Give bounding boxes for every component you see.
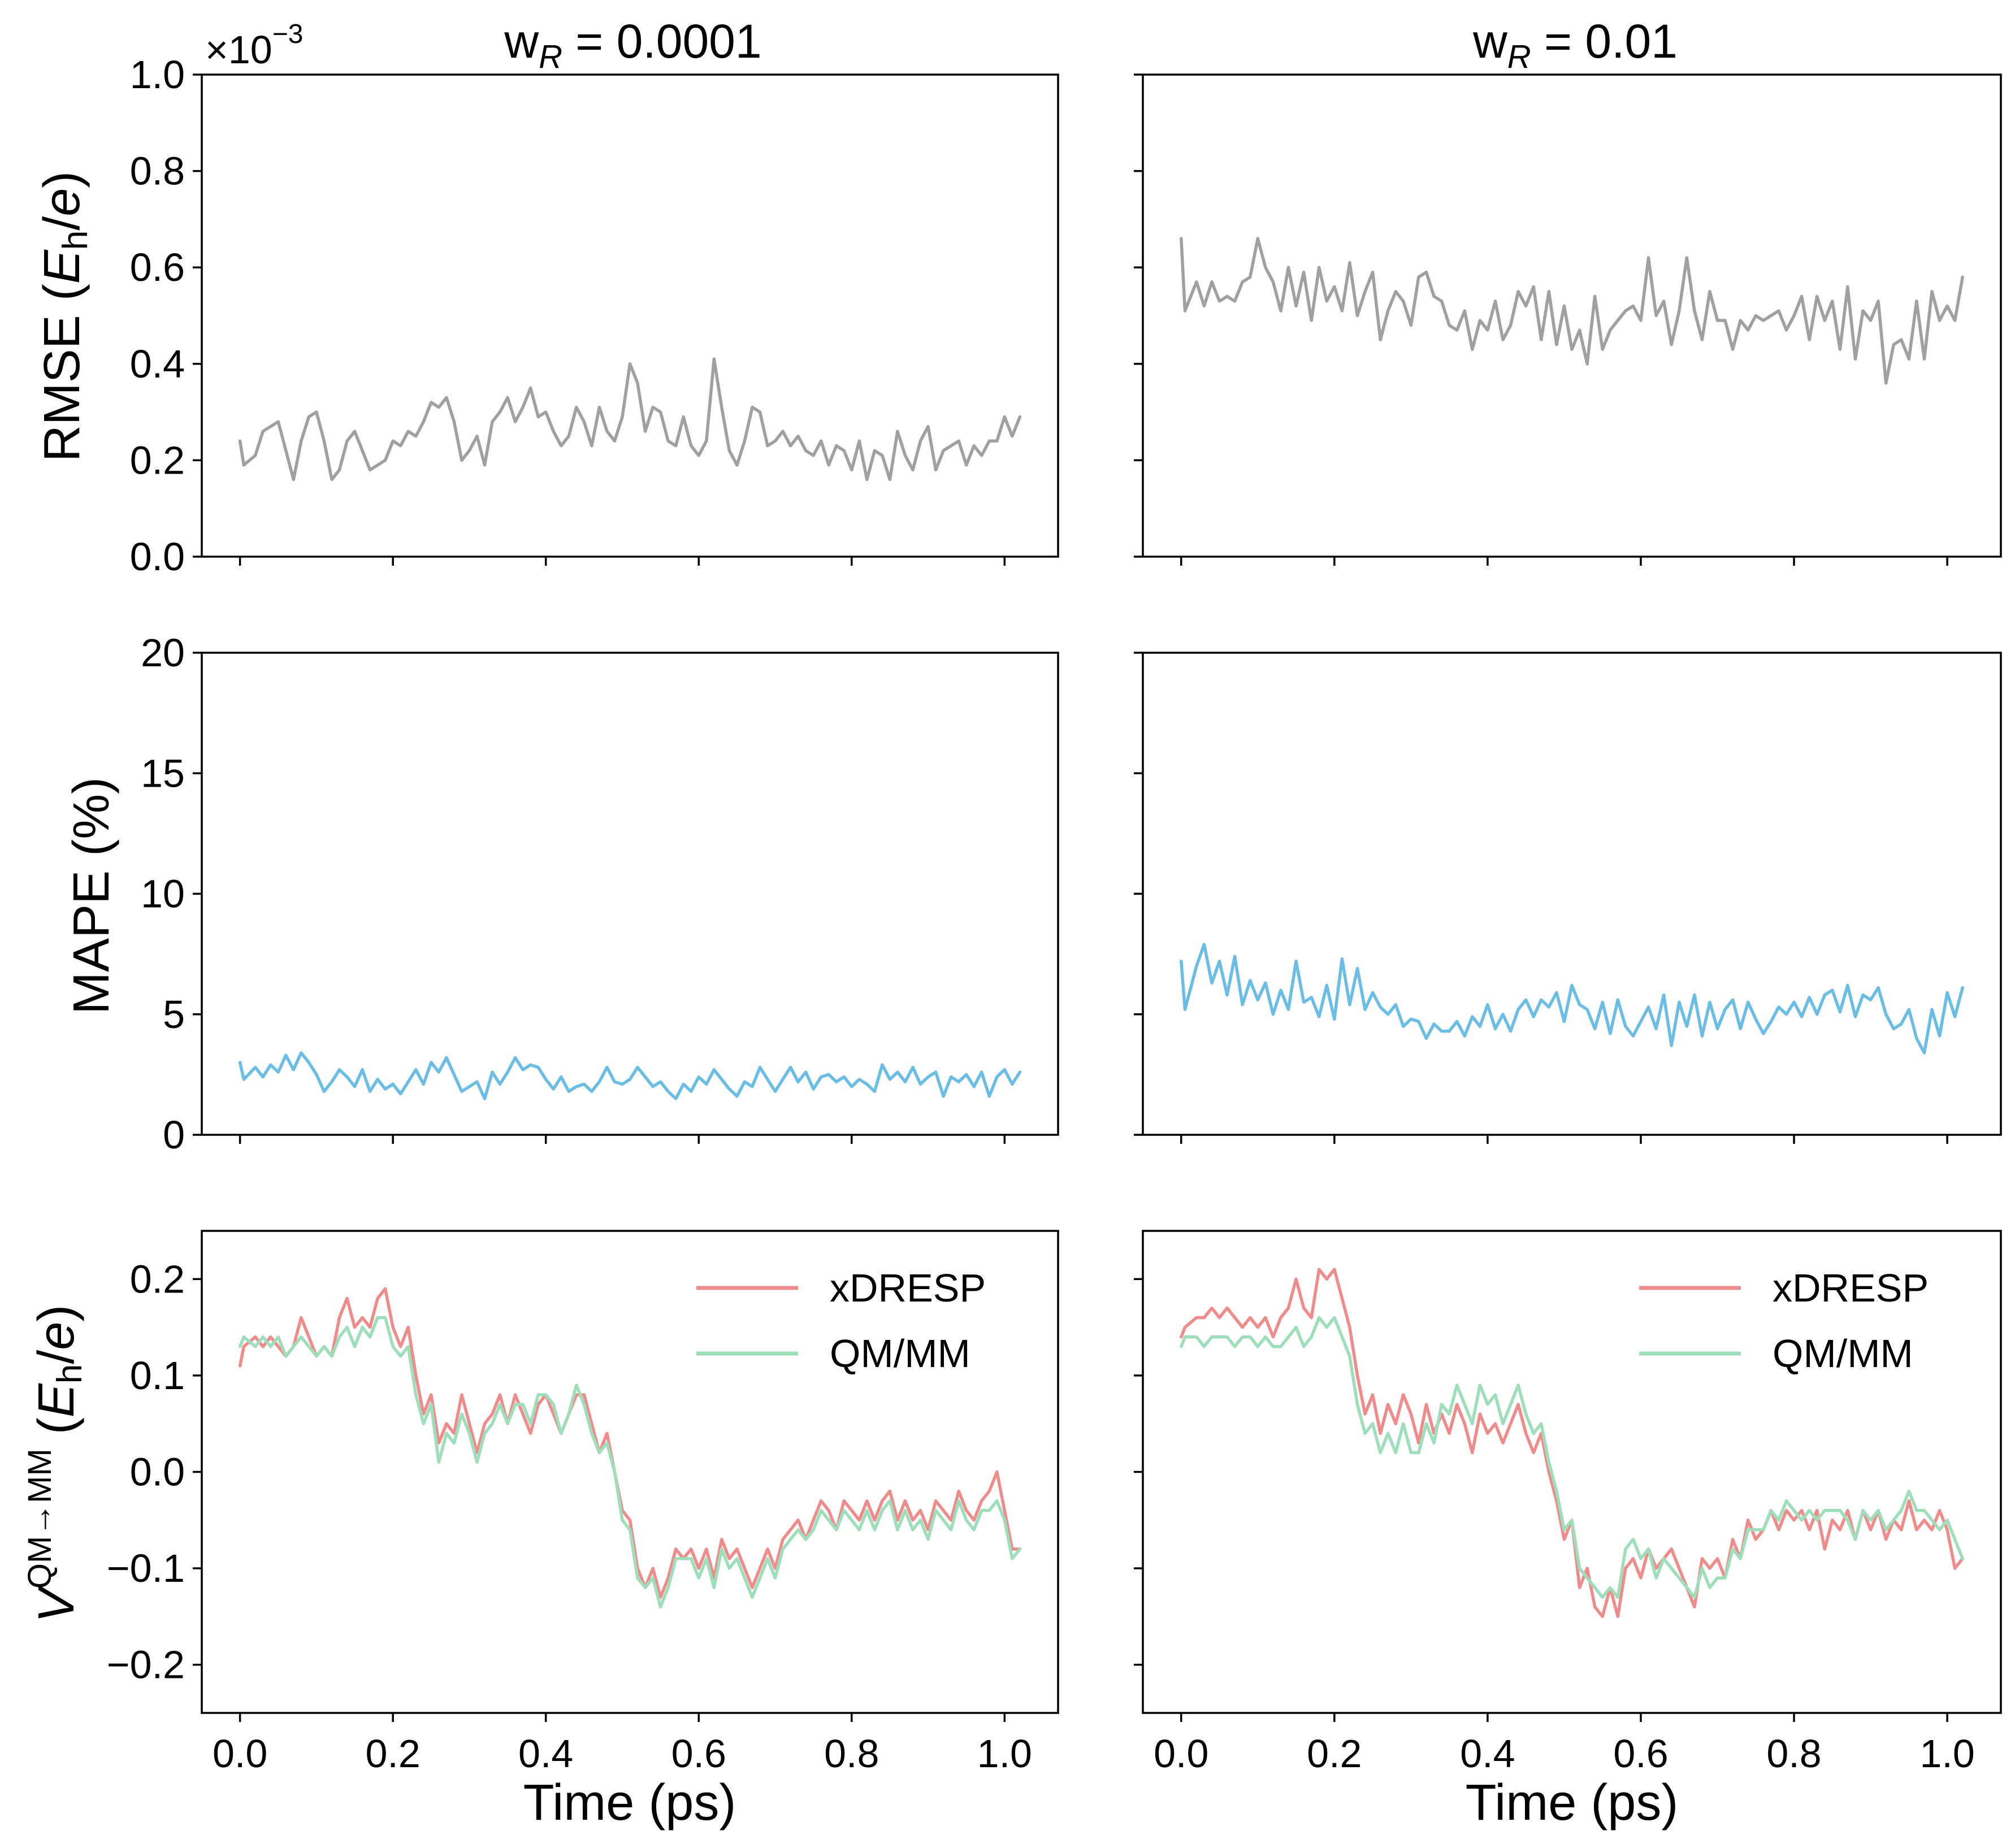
series-line-rmse bbox=[238, 357, 1022, 481]
rmse-ylabel: RMSE (Eh/e) bbox=[34, 171, 95, 462]
y-tick-label: 5 bbox=[163, 992, 185, 1036]
y-tick-label: 0.4 bbox=[130, 342, 185, 386]
col-title-left: wR = 0.0001 bbox=[504, 15, 761, 75]
panel-v-left: −0.2 −0.1 0.0 0.1 0.2 0.0 0.2 0.4 0.6 0.8 1.0 bbox=[107, 1230, 1059, 1776]
y-tick-label: 0.1 bbox=[130, 1354, 185, 1398]
x-tick-label: 0.4 bbox=[518, 1732, 573, 1776]
y-tick-label: 0.8 bbox=[130, 149, 185, 193]
plot-frame bbox=[1142, 652, 2002, 1136]
y-tick-label: 1.0 bbox=[130, 53, 185, 97]
series-line-mape bbox=[1180, 943, 1964, 1055]
series-line-xdresp bbox=[1180, 1268, 1964, 1619]
x-tick-label: 0.2 bbox=[1307, 1732, 1362, 1776]
panel-rmse-left: 0.0 0.2 0.4 0.6 0.8 1.0 bbox=[130, 53, 1059, 579]
x-tick-label: 0.8 bbox=[1766, 1732, 1821, 1776]
x-tick-label: 1.0 bbox=[977, 1732, 1032, 1776]
y-tick-label: 10 bbox=[141, 872, 185, 916]
x-tick-label: 0.4 bbox=[1460, 1732, 1515, 1776]
series-line-qm-mm bbox=[238, 1316, 1022, 1609]
plot-frame bbox=[201, 73, 1059, 558]
x-tick-label: 0.0 bbox=[1154, 1732, 1208, 1776]
y-tick-label: 0 bbox=[163, 1113, 185, 1157]
plot-frame bbox=[201, 652, 1059, 1136]
xlabel-right: Time (ps) bbox=[1466, 1775, 1679, 1831]
x-tick-label: 0.2 bbox=[366, 1732, 421, 1776]
y-tick-label: 0.0 bbox=[130, 535, 185, 579]
v-ylabel: VQM→MM (Eh/e) bbox=[21, 1305, 89, 1623]
y-tick-label: 0.0 bbox=[130, 1450, 185, 1494]
series-line-mape bbox=[238, 1051, 1022, 1100]
x-tick-label: 0.6 bbox=[671, 1732, 726, 1776]
legend-label-xdresp: xDRESP bbox=[1773, 1266, 1929, 1310]
col-title-right: wR = 0.01 bbox=[1472, 15, 1678, 75]
legend-left: xDRESP QM/MM bbox=[696, 1266, 986, 1376]
panel-mape-left: 0 5 10 15 20 bbox=[141, 631, 1059, 1157]
y-tick-label: −0.1 bbox=[107, 1546, 185, 1590]
mape-ylabel: MAPE (%) bbox=[63, 777, 120, 1014]
x-tick-label: 1.0 bbox=[1919, 1732, 1974, 1776]
series-line-qm-mm bbox=[1180, 1316, 1964, 1599]
legend-label-qmmm: QM/MM bbox=[1773, 1331, 1913, 1376]
panel-v-right: 0.0 0.2 0.4 0.6 0.8 1.0 bbox=[1134, 1230, 2002, 1776]
legend-label-xdresp: xDRESP bbox=[830, 1266, 986, 1310]
rmse-offset-label: ×10−3 bbox=[205, 19, 303, 72]
series-line-rmse bbox=[1180, 237, 1964, 385]
panel-rmse-right bbox=[1134, 73, 2002, 566]
y-tick-label: −0.2 bbox=[107, 1643, 185, 1687]
x-tick-label: 0.8 bbox=[824, 1732, 879, 1776]
x-tick-label: 0.0 bbox=[213, 1732, 267, 1776]
y-tick-label: 0.6 bbox=[130, 245, 185, 289]
y-tick-label: 15 bbox=[141, 751, 185, 795]
x-tick-label: 0.6 bbox=[1613, 1732, 1668, 1776]
y-tick-label: 0.2 bbox=[130, 438, 185, 482]
legend-right: xDRESP QM/MM bbox=[1639, 1266, 1929, 1376]
legend-label-qmmm: QM/MM bbox=[830, 1331, 970, 1376]
xlabel-left: Time (ps) bbox=[523, 1775, 736, 1831]
y-tick-label: 0.2 bbox=[130, 1257, 185, 1301]
series-line-xdresp bbox=[238, 1287, 1022, 1599]
plot-frame bbox=[1142, 73, 2002, 558]
panel-mape-right bbox=[1134, 652, 2002, 1144]
y-tick-label: 20 bbox=[141, 631, 185, 675]
